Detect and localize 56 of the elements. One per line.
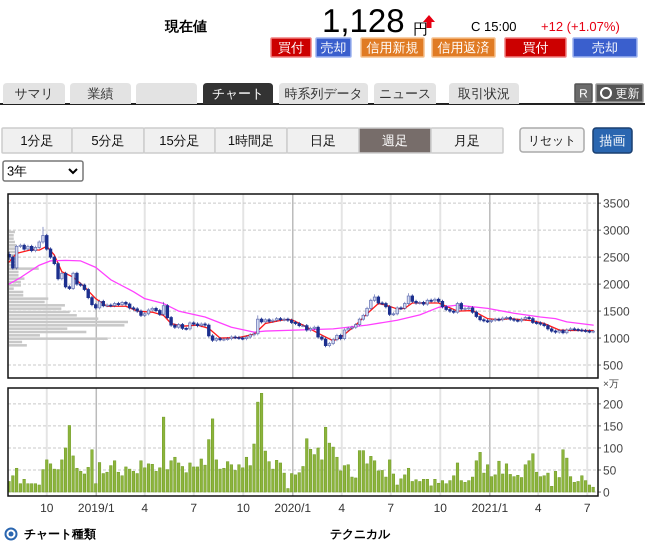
y-tick-label: 150 [603, 419, 624, 434]
text: 信用返済 [438, 40, 490, 56]
text: +12 (+1.07%) [541, 19, 620, 34]
text: 1時間足 [228, 133, 274, 148]
text: 買付 [522, 40, 548, 56]
x-tick-label: 4 [338, 501, 346, 515]
y-tick-label: 1000 [603, 332, 630, 346]
text: 5分足 [91, 133, 125, 148]
x-tick-label: 10 [434, 501, 448, 515]
text: 現在値 [164, 18, 207, 34]
text: サマリ [14, 86, 54, 102]
y-tick-label: 2500 [603, 250, 630, 265]
text: 買付 [278, 40, 304, 56]
x-tick-label: 2019/1 [78, 501, 115, 515]
text: 1分足 [20, 133, 54, 148]
x-tick-label: 7 [190, 501, 198, 515]
text: 15分足 [159, 133, 200, 148]
x-tick-label: 7 [584, 501, 591, 515]
text: 信用新規 [366, 40, 418, 56]
text: リセット [528, 133, 576, 148]
text: 3年 [7, 164, 28, 179]
text: 円 [413, 21, 428, 38]
text: チャート [212, 86, 264, 102]
x-tick-label: 2020/1 [274, 501, 312, 515]
text: チャート種類 [24, 527, 96, 541]
y-tick-label: 3500 [603, 196, 630, 211]
text: 業績 [88, 86, 114, 102]
text: C 15:00 [471, 19, 517, 34]
text: 日足 [310, 133, 336, 148]
y-tick-label: 1500 [603, 304, 630, 319]
text: 更新 [616, 86, 640, 100]
text: 時系列データ [284, 86, 362, 102]
text: 1,128 [322, 2, 405, 39]
text: テクニカル [330, 527, 391, 541]
y-tick-label: 200 [603, 397, 624, 412]
text: 売却 [320, 40, 346, 56]
y-tick-label: 2000 [603, 278, 630, 292]
x-tick-label: 7 [387, 501, 394, 515]
text: R [579, 86, 588, 100]
text: 売却 [592, 40, 618, 56]
text: ニュース [379, 86, 431, 102]
text: 週足 [382, 133, 408, 148]
x-tick-label: 10 [236, 501, 250, 515]
x-tick-label: 2021/1 [471, 501, 508, 515]
y-tick-label: 100 [603, 441, 624, 456]
x-tick-label: 4 [141, 501, 148, 515]
x-tick-label: 4 [534, 501, 542, 515]
y-tick-label: 500 [603, 358, 624, 373]
text: 月足 [454, 133, 480, 148]
x-tick-label: 10 [40, 501, 54, 515]
y-tick-label: 0 [603, 486, 610, 500]
text: 取引状況 [458, 86, 510, 102]
y-tick-label: 50 [603, 463, 617, 478]
y-tick-label: 3000 [603, 224, 630, 238]
text: 描画 [600, 133, 626, 148]
y-axis-title: ×万 [603, 379, 619, 390]
